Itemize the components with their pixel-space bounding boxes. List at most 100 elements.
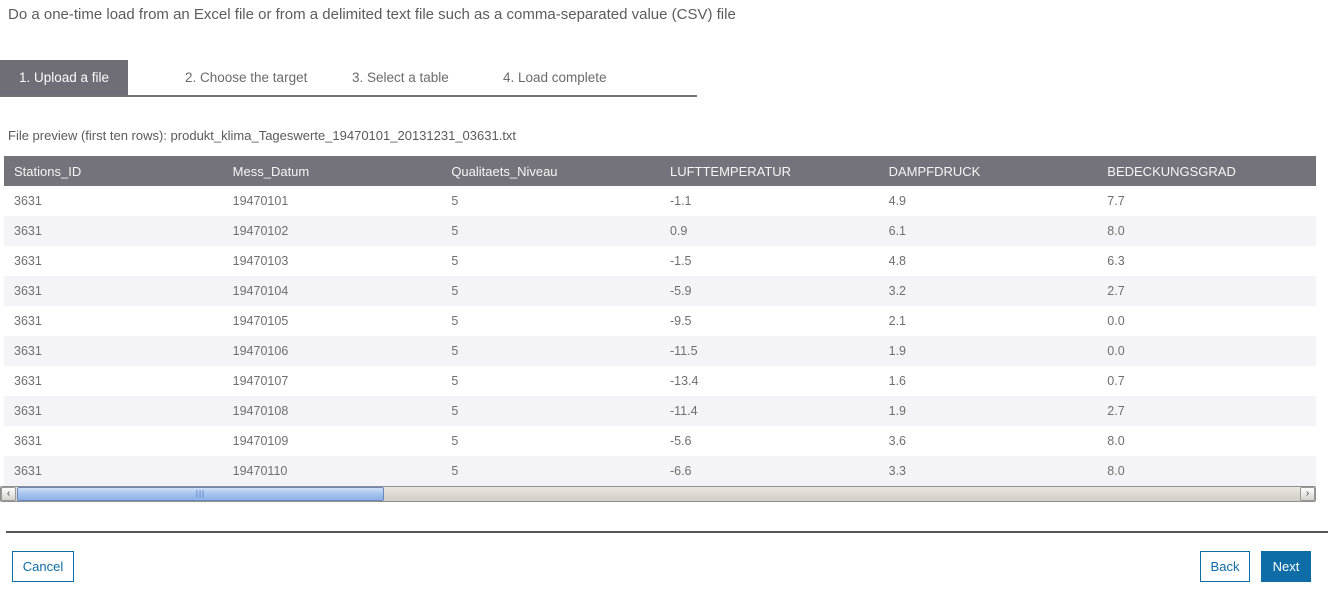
table-cell: 8.0	[1107, 224, 1125, 238]
table-cell: 3.3	[888, 464, 907, 478]
cancel-button[interactable]: Cancel	[12, 551, 74, 582]
table-row: 3631 19470104 5 -5.9 3.2 2.7	[4, 276, 1316, 306]
scroll-left-icon: ‹	[6, 488, 11, 499]
page-title: Do a one-time load from an Excel file or…	[8, 6, 736, 23]
table-cell: 1.9	[888, 404, 907, 418]
table-row: 3631 19470105 5 -9.5 2.1 0.0	[4, 306, 1316, 336]
table-cell: 19470107	[232, 374, 289, 388]
table-row: 3631 19470106 5 -11.5 1.9 0.0	[4, 336, 1316, 366]
table-cell: 5	[451, 344, 459, 358]
table-cell: 3631	[14, 314, 42, 328]
tab-select-table[interactable]: 3. Select a table	[352, 70, 449, 85]
table-cell: 3631	[14, 434, 42, 448]
table-cell: 8.0	[1107, 464, 1125, 478]
scroll-right-icon: ›	[1305, 488, 1310, 499]
tab-load-complete[interactable]: 4. Load complete	[503, 70, 607, 85]
table-cell: -11.4	[669, 404, 698, 418]
table-cell: 0.0	[1107, 314, 1125, 328]
column-header: DAMPFDRUCK	[878, 156, 1098, 186]
tab-upload-file[interactable]: 1. Upload a file	[0, 60, 128, 95]
table-cell: 19470109	[232, 434, 289, 448]
header-row: Stations_ID Mess_Datum Qualitaets_Niveau LU…	[4, 156, 1316, 186]
table-cell: 7.7	[1107, 194, 1125, 208]
table-cell: 3.6	[888, 434, 907, 448]
table-row: 3631 19470110 5 -6.6 3.3 8.0	[4, 456, 1316, 486]
scrollbar-thumb[interactable]: |||	[17, 487, 384, 501]
file-name: produkt_klima_Tageswerte_19470101_201312…	[170, 128, 517, 143]
table-cell: 3631	[14, 374, 42, 388]
table-cell: 19470104	[232, 284, 289, 298]
table-cell: 2.1	[888, 314, 907, 328]
table-cell: 5	[451, 434, 459, 448]
table-row: 3631 19470109 5 -5.6 3.6 8.0	[4, 426, 1316, 456]
column-header: BEDECKUNGSGRAD	[1097, 156, 1316, 186]
table-cell: -11.5	[669, 344, 698, 358]
table-cell: -6.6	[669, 464, 692, 478]
column-header: LUFTTEMPERATUR	[659, 156, 879, 186]
table-cell: 3631	[14, 404, 42, 418]
scroll-right-button[interactable]: ›	[1300, 487, 1315, 501]
table-cell: 19470110	[232, 464, 288, 478]
table-cell: 3631	[14, 464, 42, 478]
column-header: Mess_Datum	[222, 156, 442, 186]
table-cell: 0.0	[1107, 344, 1125, 358]
next-button[interactable]: Next	[1261, 551, 1311, 582]
table-cell: 3631	[14, 254, 42, 268]
table-cell: 19470101	[232, 194, 289, 208]
table-cell: 19470105	[232, 314, 289, 328]
table-row: 3631 19470108 5 -11.4 1.9 2.7	[4, 396, 1316, 426]
table-cell: 4.8	[888, 254, 907, 268]
table-cell: 5	[451, 284, 459, 298]
table-cell: 6.1	[888, 224, 907, 238]
table-cell: 2.7	[1107, 284, 1125, 298]
table-row: 3631 19470101 5 -1.1 4.9 7.7	[4, 186, 1316, 216]
table-cell: 3.2	[888, 284, 907, 298]
table-cell: 5	[451, 374, 459, 388]
table-cell: -5.6	[669, 434, 692, 448]
table-cell: 1.6	[888, 374, 907, 388]
table-cell: 6.3	[1107, 254, 1125, 268]
table-row: 3631 19470103 5 -1.5 4.8 6.3	[4, 246, 1316, 276]
table-cell: 19470108	[232, 404, 289, 418]
table-cell: 19470106	[232, 344, 289, 358]
table-cell: -13.4	[669, 374, 699, 388]
footer-divider	[6, 531, 1328, 533]
scroll-left-button[interactable]: ‹	[1, 487, 16, 501]
table-cell: -1.5	[669, 254, 692, 268]
table-cell: 1.9	[888, 344, 907, 358]
table-cell: 3631	[14, 194, 42, 208]
table-cell: -1.1	[669, 194, 692, 208]
table-cell: 2.7	[1107, 404, 1125, 418]
table-cell: 4.9	[888, 194, 907, 208]
file-preview-label: File preview (first ten rows):	[8, 128, 167, 143]
table-cell: 5	[451, 224, 459, 238]
table-cell: 0.9	[669, 224, 688, 238]
table-cell: 5	[451, 404, 459, 418]
table-cell: -9.5	[669, 314, 692, 328]
table-cell: 5	[451, 464, 459, 478]
column-header: Qualitaets_Niveau	[441, 156, 660, 186]
table-body: 3631 19470101 5 -1.1 4.9 7.7 3631 19470102 5 0.9 6…	[4, 186, 1316, 486]
table-cell: 3631	[14, 344, 42, 358]
file-preview-line: File preview (first ten rows): produkt_k…	[8, 128, 516, 143]
thumb-grip-icon: |||	[195, 489, 206, 498]
table-row: 3631 19470102 5 0.9 6.1 8.0	[4, 216, 1316, 246]
wizard-steps: 1. Upload a file 2. Choose the target 3.…	[0, 60, 697, 97]
table-cell: 19470102	[232, 224, 289, 238]
preview-table: Stations_ID Mess_Datum Qualitaets_Niveau LU…	[4, 156, 1316, 486]
back-button[interactable]: Back	[1200, 551, 1250, 582]
table-cell: -5.9	[669, 284, 692, 298]
column-header: Stations_ID	[4, 156, 223, 186]
table-cell: 3631	[14, 224, 42, 238]
table-cell: 3631	[14, 284, 42, 298]
horizontal-scrollbar[interactable]: ‹ ||| ›	[0, 486, 1316, 502]
table-cell: 19470103	[232, 254, 289, 268]
table-row: 3631 19470107 5 -13.4 1.6 0.7	[4, 366, 1316, 396]
table-cell: 0.7	[1107, 374, 1125, 388]
table-cell: 5	[451, 254, 459, 268]
table-cell: 8.0	[1107, 434, 1125, 448]
tab-choose-target[interactable]: 2. Choose the target	[185, 70, 308, 85]
table-cell: 5	[451, 314, 459, 328]
table-cell: 5	[451, 194, 459, 208]
